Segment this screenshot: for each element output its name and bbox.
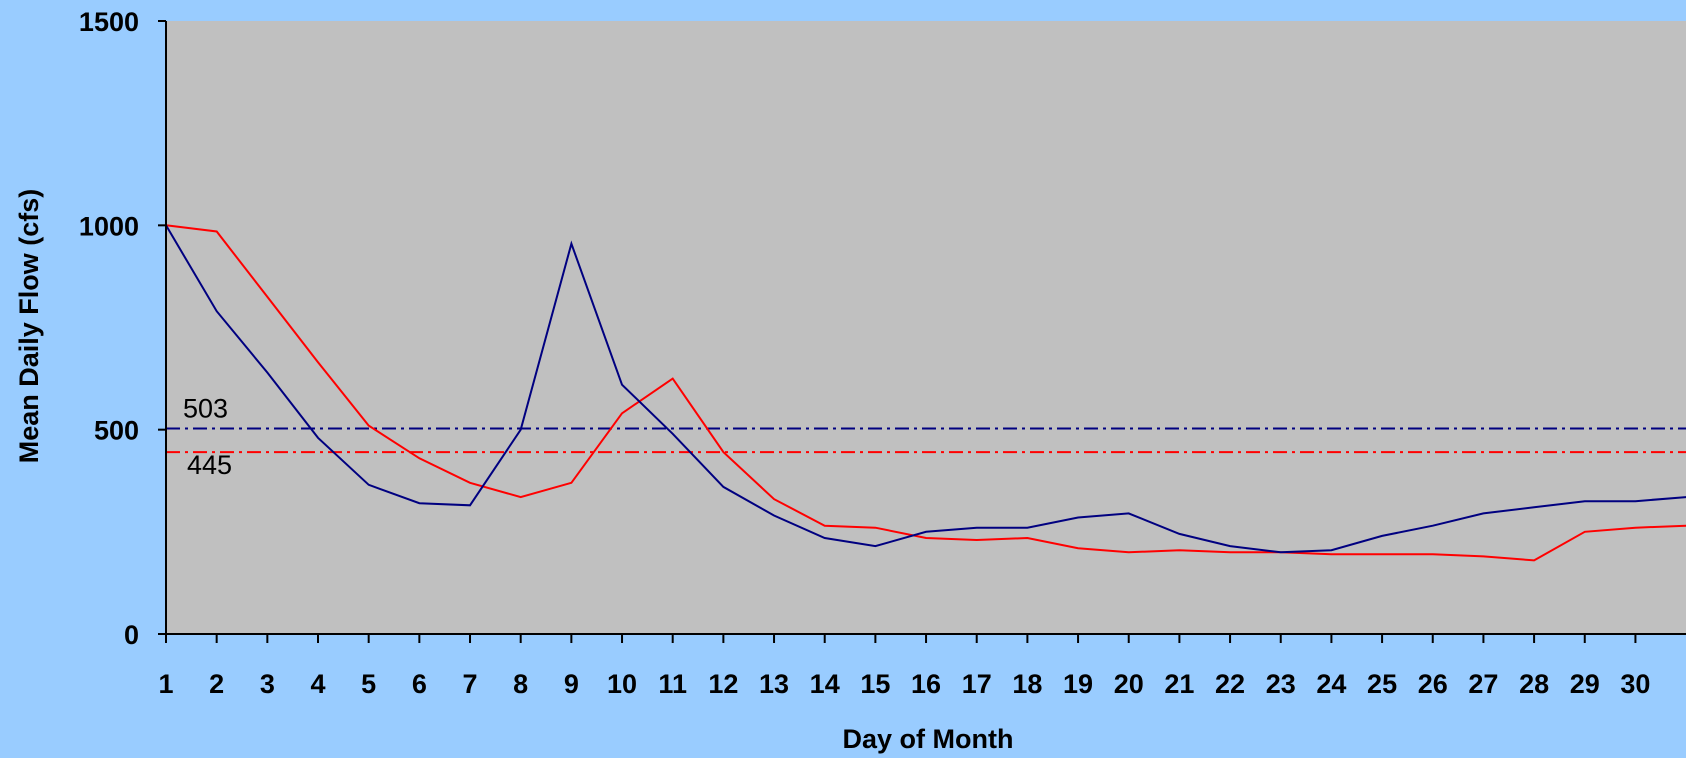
x-tick-label: 23: [1266, 669, 1296, 699]
x-tick-label: 11: [658, 669, 687, 699]
reference-label-445: 445: [187, 450, 232, 480]
x-axis-ticks: 1 2 3 4 5 6 7 8 9 10 11 12 13 14 15 16 17 18 19 20 21 22 23 24 2…: [158, 634, 1650, 699]
x-tick-label: 12: [708, 669, 738, 699]
x-tick-label: 29: [1570, 669, 1600, 699]
x-tick-label: 8: [513, 669, 528, 699]
x-tick-label: 3: [260, 669, 275, 699]
x-tick-label: 13: [759, 669, 789, 699]
reference-label-503: 503: [183, 393, 228, 423]
x-tick-label: 22: [1215, 669, 1245, 699]
y-tick-label: 1000: [79, 211, 139, 241]
x-tick-label: 15: [860, 669, 890, 699]
x-tick-label: 4: [310, 669, 325, 699]
x-tick-label: 6: [412, 669, 427, 699]
x-tick-label: 5: [361, 669, 376, 699]
x-tick-label: 21: [1164, 669, 1194, 699]
x-tick-label: 24: [1316, 669, 1346, 699]
x-tick-label: 7: [463, 669, 478, 699]
y-tick-label: 0: [124, 620, 139, 650]
x-axis-title: Day of Month: [843, 724, 1014, 754]
x-tick-label: 2: [209, 669, 224, 699]
x-tick-label: 20: [1114, 669, 1144, 699]
x-tick-label: 16: [911, 669, 941, 699]
x-tick-label: 1: [158, 669, 173, 699]
y-tick-label: 1500: [79, 7, 139, 37]
series-lines: [165, 224, 1686, 562]
series-line-2: [165, 224, 1686, 562]
x-tick-label: 19: [1063, 669, 1093, 699]
x-tick-label: 26: [1418, 669, 1448, 699]
x-tick-label: 27: [1468, 669, 1498, 699]
plot-area: [166, 21, 1686, 634]
x-tick-label: 9: [564, 669, 579, 699]
y-axis-ticks: 0 500 1000 1500: [79, 7, 166, 650]
x-tick-label: 18: [1012, 669, 1042, 699]
x-tick-label: 10: [607, 669, 637, 699]
reference-lines: 503 445: [166, 393, 1686, 480]
x-tick-label: 17: [962, 669, 992, 699]
x-tick-label: 28: [1519, 669, 1549, 699]
x-tick-label: 14: [810, 669, 840, 699]
series-line-1: [165, 224, 1686, 554]
x-tick-label: 25: [1367, 669, 1397, 699]
y-axis-title: Mean Daily Flow (cfs): [14, 189, 44, 464]
y-tick-label: 500: [94, 416, 139, 446]
x-tick-label: 30: [1620, 669, 1650, 699]
